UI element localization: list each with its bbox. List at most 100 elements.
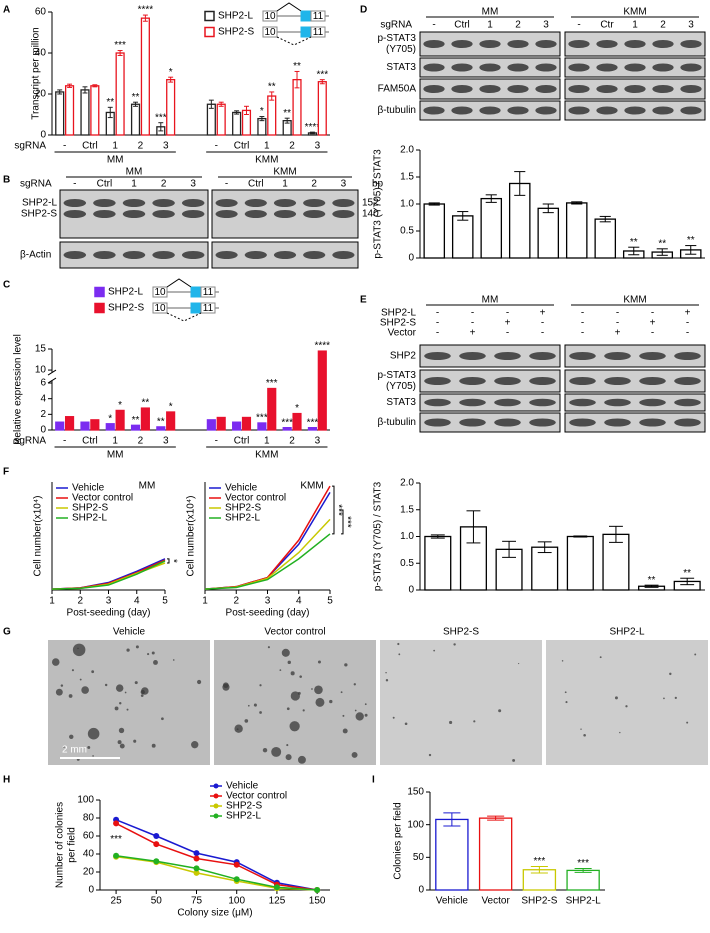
- condition-mark: -: [541, 328, 544, 339]
- x-tick-label: Vehicle: [436, 896, 469, 907]
- colony: [124, 691, 127, 694]
- x-tick-label: 2: [138, 436, 144, 447]
- x-tick-label: 2: [289, 436, 295, 447]
- colony: [561, 660, 564, 662]
- row-label: p-STAT3: [377, 33, 416, 44]
- legend-label: Vector control: [225, 493, 286, 504]
- bar: [216, 416, 226, 431]
- micrograph: [380, 640, 542, 765]
- band: [494, 418, 521, 427]
- exon-label: 11: [313, 11, 324, 22]
- colony: [104, 683, 108, 687]
- colony: [133, 739, 137, 743]
- condition-label: SHP2-S: [380, 318, 416, 329]
- blot-strip: [419, 344, 561, 368]
- colony: [351, 751, 358, 758]
- x-tick-label: 2: [289, 141, 295, 152]
- colony: [473, 720, 476, 723]
- exon: [300, 10, 312, 22]
- marker: [153, 833, 160, 839]
- row-label: β-Actin: [20, 250, 51, 261]
- colony: [68, 694, 73, 698]
- band-label: SHP2-L: [22, 198, 57, 209]
- band: [680, 40, 702, 48]
- band: [244, 210, 267, 218]
- x-tick-label: SHP2-L: [566, 896, 601, 907]
- significance: **: [132, 415, 140, 426]
- bar: [90, 85, 100, 136]
- condition-mark: -: [541, 318, 544, 329]
- y-axis-label: Number of colonies: [55, 802, 66, 888]
- axis-break: [47, 377, 57, 384]
- exon: [152, 286, 168, 298]
- x-tick-label: 3: [315, 436, 321, 447]
- colony: [92, 755, 94, 757]
- colony: [285, 754, 292, 761]
- bar: [435, 818, 469, 891]
- marker: [233, 861, 240, 868]
- band: [451, 63, 473, 72]
- colony: [81, 686, 89, 694]
- y-tick-label: 2.0: [400, 145, 414, 156]
- lane-label: 3: [190, 179, 196, 190]
- legend-label: SHP2-S: [226, 801, 262, 812]
- band: [507, 63, 529, 72]
- colony: [355, 712, 364, 721]
- colony: [153, 660, 158, 665]
- colony: [140, 694, 144, 697]
- band: [652, 40, 674, 48]
- y-tick-label: 60: [83, 831, 95, 842]
- x-tick-label: 2: [233, 596, 239, 607]
- band: [568, 106, 590, 115]
- y-axis-label: Cell number(x10⁴): [33, 496, 44, 577]
- bar: [317, 81, 327, 136]
- row-label: β-tubulin: [377, 417, 416, 428]
- y-axis-label: Relative expression level: [13, 334, 24, 445]
- x-tick-label: 3: [265, 596, 271, 607]
- condition-mark: +: [685, 308, 691, 319]
- colony: [69, 734, 74, 740]
- band: [424, 352, 451, 360]
- series-line: [115, 819, 318, 891]
- blot-strip: [419, 393, 561, 412]
- band: [674, 352, 701, 360]
- band: [624, 63, 646, 72]
- bar: [130, 424, 141, 431]
- blot-strip: [419, 412, 561, 433]
- series-line: [204, 491, 331, 590]
- group-label: MM: [482, 7, 499, 18]
- colony: [317, 660, 321, 664]
- bar: [267, 387, 277, 431]
- bar: [480, 197, 503, 259]
- bar: [282, 427, 292, 431]
- condition-mark: +: [540, 308, 546, 319]
- exon-label: 11: [203, 287, 214, 298]
- colony: [669, 672, 672, 676]
- band: [215, 199, 238, 207]
- marker: [113, 852, 120, 859]
- condition-mark: -: [651, 328, 654, 339]
- splice: [276, 36, 312, 46]
- colony: [126, 708, 129, 711]
- colony: [151, 743, 156, 748]
- legend-marker: [213, 813, 219, 819]
- significance: **: [141, 398, 149, 409]
- band: [507, 106, 529, 115]
- significance: **: [658, 238, 666, 249]
- bar: [216, 103, 226, 136]
- x-tick-label: 125: [269, 896, 286, 907]
- band: [303, 210, 326, 218]
- band: [152, 199, 175, 207]
- category-axis-label: sgRNA: [14, 436, 46, 447]
- bar: [206, 103, 216, 136]
- series-line: [204, 533, 331, 590]
- lane-label: -: [432, 20, 435, 31]
- lane-label: Ctrl: [97, 179, 113, 190]
- band: [63, 199, 87, 207]
- bar: [565, 202, 588, 259]
- bar: [140, 17, 150, 136]
- x-tick-label: 3: [163, 141, 169, 152]
- colony: [329, 699, 333, 704]
- x-tick-label: 3: [106, 596, 112, 607]
- lane-label: 1: [632, 20, 638, 31]
